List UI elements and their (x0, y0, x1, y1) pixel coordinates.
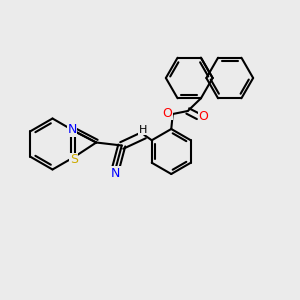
Text: N: N (111, 167, 120, 180)
Text: S: S (70, 153, 78, 166)
Text: O: O (162, 106, 172, 120)
Text: H: H (139, 124, 147, 135)
Text: N: N (68, 123, 77, 136)
Text: O: O (199, 110, 208, 123)
